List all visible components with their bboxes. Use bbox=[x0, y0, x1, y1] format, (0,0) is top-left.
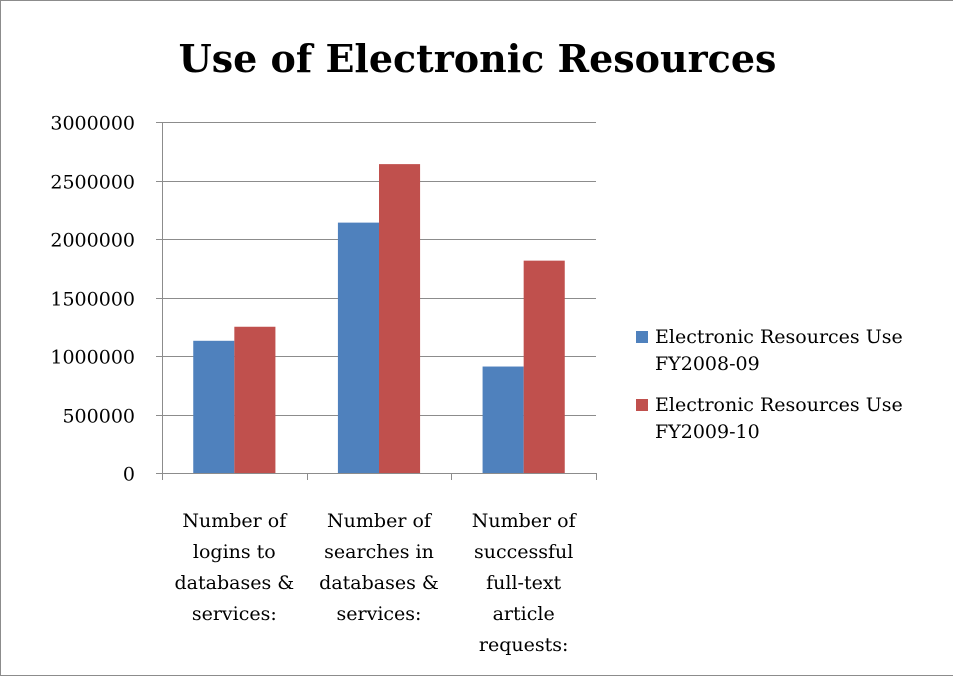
legend-label-line-2: FY2009-10 bbox=[655, 421, 760, 443]
x-category-label: Number of bbox=[327, 510, 433, 532]
x-category-label: requests: bbox=[479, 634, 569, 656]
bar bbox=[193, 340, 235, 473]
y-tick-label: 500000 bbox=[62, 406, 135, 428]
y-tick-labels: 0 500000 1000000 1500000 2000000 2500000 30000… bbox=[50, 113, 135, 486]
bar bbox=[234, 326, 276, 473]
y-tick-label: 1000000 bbox=[50, 347, 135, 369]
x-category-label: databases & bbox=[319, 572, 439, 594]
y-tick-label: 2000000 bbox=[50, 230, 135, 252]
y-tick-label: 0 bbox=[123, 464, 135, 486]
legend-swatch-fy2008-09 bbox=[636, 331, 648, 343]
x-category-label: Number of bbox=[472, 510, 578, 532]
bar bbox=[482, 366, 524, 473]
legend-label-line-1: Electronic Resources Use bbox=[655, 326, 903, 348]
bar bbox=[523, 260, 565, 473]
x-category-label: services: bbox=[337, 603, 422, 625]
x-category-label: databases & bbox=[175, 572, 295, 594]
bar bbox=[337, 222, 379, 473]
x-category-label: Number of bbox=[182, 510, 288, 532]
legend: Electronic Resources Use FY2008-09 Elect… bbox=[636, 324, 946, 460]
x-category-label: searches in bbox=[324, 541, 434, 563]
legend-label-line-1: Electronic Resources Use bbox=[655, 394, 903, 416]
legend-item-fy2009-10: Electronic Resources Use FY2009-10 bbox=[636, 392, 946, 446]
x-category-label: full-text bbox=[486, 572, 561, 594]
x-category-label: successful bbox=[474, 541, 573, 563]
y-tick-label: 2500000 bbox=[50, 172, 135, 194]
x-category-label: services: bbox=[192, 603, 277, 625]
chart-title: Use of Electronic Resources bbox=[178, 36, 777, 81]
y-tick-label: 1500000 bbox=[50, 289, 135, 311]
axes bbox=[156, 122, 597, 480]
bar bbox=[379, 164, 421, 473]
legend-swatch-fy2009-10 bbox=[636, 399, 648, 411]
x-category-label: logins to bbox=[193, 541, 276, 563]
legend-item-fy2008-09: Electronic Resources Use FY2008-09 bbox=[636, 324, 946, 378]
bars bbox=[193, 164, 565, 473]
category-labels: Number of logins to databases & services: Nu… bbox=[175, 510, 578, 656]
y-tick-label: 3000000 bbox=[50, 113, 135, 135]
x-category-label: article bbox=[493, 603, 555, 625]
legend-label-line-2: FY2008-09 bbox=[655, 353, 760, 375]
